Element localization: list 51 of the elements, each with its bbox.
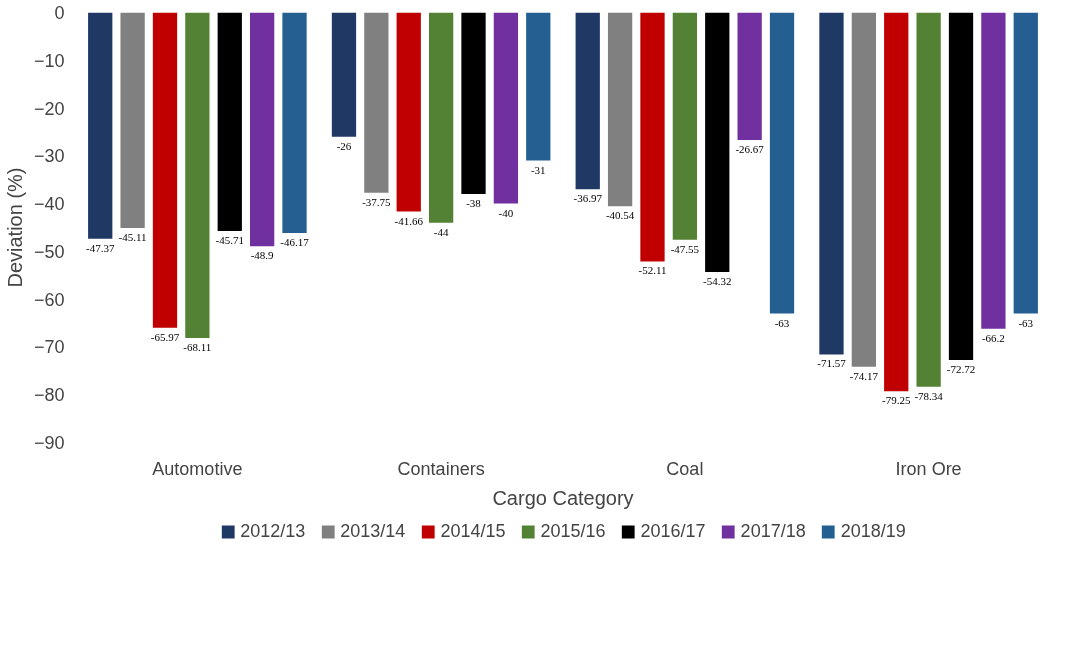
- data-label: -38: [466, 197, 482, 210]
- data-label: -68.11: [183, 340, 212, 353]
- data-label: -26.67: [735, 142, 765, 155]
- data-label: -40: [498, 206, 514, 219]
- data-label: -45.71: [215, 233, 244, 246]
- data-label: -41.66: [394, 214, 424, 227]
- x-axis-title: Cargo Category: [492, 486, 634, 509]
- data-label: -45.11: [118, 231, 147, 244]
- x-tick-label: Iron Ore: [895, 458, 962, 479]
- y-tick-label: −30: [33, 146, 65, 167]
- legend-label: 2014/15: [440, 520, 506, 542]
- data-label: -74.17: [849, 369, 879, 382]
- data-label: -65.97: [150, 330, 180, 343]
- x-tick-label: Automotive: [152, 458, 243, 479]
- y-tick-label: −20: [33, 98, 65, 119]
- legend-label: 2013/14: [340, 520, 406, 542]
- data-label: -63: [1018, 316, 1034, 329]
- y-tick-label: −90: [33, 433, 65, 453]
- x-tick-label: Containers: [397, 458, 485, 479]
- y-tick-label: −80: [33, 385, 65, 406]
- data-label: -54.32: [703, 275, 732, 288]
- data-label: -37.75: [362, 195, 392, 208]
- data-label: -71.57: [817, 357, 847, 370]
- data-label: -72.72: [946, 362, 976, 375]
- data-label: -48.9: [250, 249, 275, 262]
- y-axis-title: Deviation (%): [3, 167, 26, 288]
- data-label: -46.17: [280, 236, 310, 249]
- y-tick-label: −50: [33, 241, 65, 262]
- x-tick-label: Coal: [666, 458, 704, 479]
- data-label: -52.11: [638, 264, 667, 277]
- data-label: -47.55: [670, 242, 700, 255]
- y-tick-label: −10: [33, 50, 65, 71]
- legend-label: 2012/13: [240, 520, 306, 542]
- y-tick-label: −40: [33, 194, 65, 215]
- legend-label: 2015/16: [540, 520, 606, 542]
- y-tick-label: 0: [54, 3, 65, 23]
- data-label: -40.54: [605, 209, 635, 222]
- legend-label: 2016/17: [640, 520, 706, 542]
- y-tick-label: −70: [33, 337, 65, 358]
- data-label: -78.34: [914, 389, 944, 402]
- legend-label: 2018/19: [840, 520, 906, 542]
- data-label: -26: [336, 139, 352, 152]
- legend-label: 2017/18: [740, 520, 806, 542]
- data-label: -36.97: [573, 192, 603, 205]
- data-label: -31: [530, 163, 546, 176]
- y-tick-label: −60: [33, 289, 65, 310]
- data-label: -66.2: [981, 331, 1005, 344]
- data-label: -63: [774, 316, 790, 329]
- data-label: -47.37: [86, 241, 115, 254]
- data-label: -79.25: [882, 394, 911, 407]
- data-label: -44: [433, 225, 449, 238]
